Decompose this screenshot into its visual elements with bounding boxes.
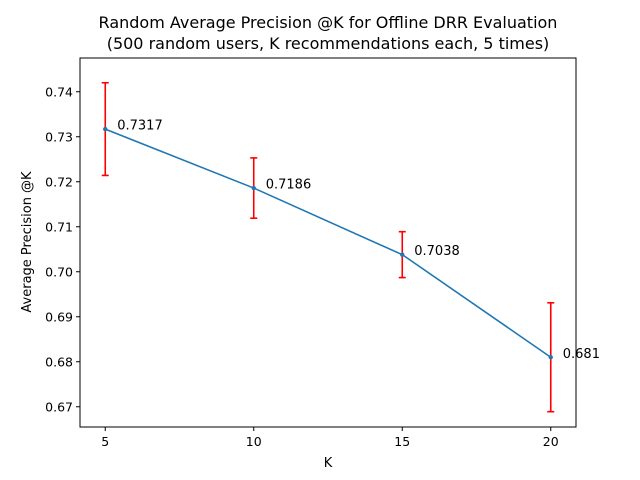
data-label: 0.7317 (117, 119, 163, 134)
y-tick-label: 0.68 (45, 354, 73, 369)
series-line-group (103, 126, 553, 360)
plot-area-frame (79, 57, 577, 428)
y-tick-label: 0.67 (45, 399, 73, 414)
y-tick-label: 0.74 (45, 84, 73, 99)
data-label: 0.7186 (266, 178, 312, 193)
x-tick-label: 15 (394, 434, 410, 449)
x-tick-label: 20 (543, 434, 559, 449)
x-tick-label: 5 (101, 434, 109, 449)
series-line (104, 128, 552, 358)
data-label: 0.7038 (414, 244, 460, 259)
data-point (103, 126, 108, 132)
error-bars (101, 81, 555, 413)
data-point (548, 355, 553, 360)
x-tick-label: 10 (246, 434, 262, 449)
y-tick-label: 0.73 (45, 129, 73, 144)
data-point (251, 185, 256, 191)
data-label: 0.681 (563, 347, 600, 362)
y-tick-label: 0.72 (45, 174, 73, 189)
data-point (400, 252, 405, 257)
y-tick-label: 0.69 (45, 309, 73, 324)
y-axis-label: Average Precision @K (20, 171, 35, 313)
y-axis-ticks: 0.67 0.68 0.69 0.70 0.71 0.72 0.73 0.74 (45, 84, 80, 414)
data-labels: 0.7317 0.7186 0.7038 0.681 (117, 119, 600, 362)
chart-subtitle: (500 random users, K recommendations eac… (107, 34, 550, 53)
x-axis-label: K (324, 456, 333, 471)
x-axis-ticks: 5 10 15 20 (101, 427, 559, 449)
y-tick-label: 0.71 (45, 219, 73, 234)
chart-title: Random Average Precision @K for Offline … (99, 13, 558, 32)
y-tick-label: 0.70 (45, 264, 73, 279)
